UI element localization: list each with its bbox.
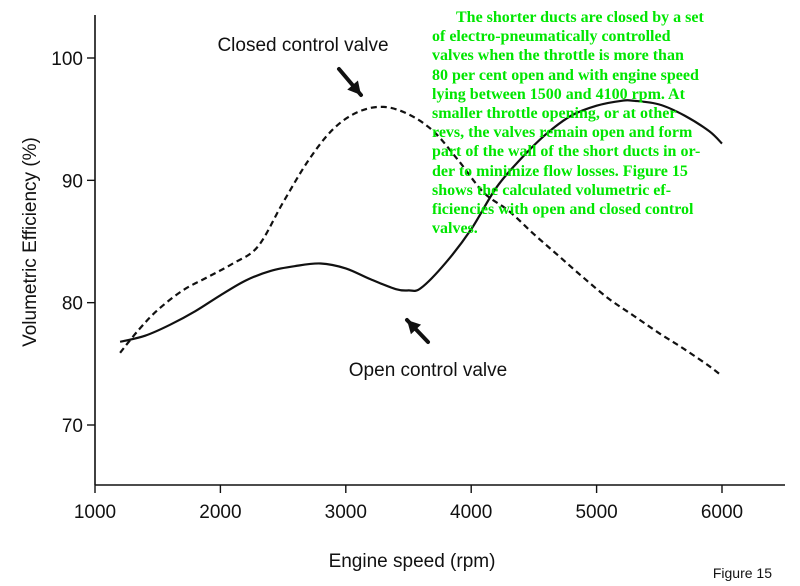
x-tick-label: 3000 bbox=[325, 502, 367, 523]
arrow-head bbox=[407, 320, 422, 335]
overlay-line: valves when the throttle is more than bbox=[432, 47, 684, 65]
y-axis-title: Volumetric Efficiency (%) bbox=[20, 137, 41, 347]
x-axis-title: Engine speed (rpm) bbox=[329, 551, 496, 572]
overlay-line: revs, the valves remain open and form bbox=[432, 124, 693, 142]
arrow-head bbox=[347, 80, 361, 95]
axes: 1000 2000 3000 4000 5000 6000 70 80 90 100 bbox=[51, 15, 785, 523]
y-tick-label: 70 bbox=[62, 416, 83, 437]
annotation-arrows bbox=[337, 67, 430, 344]
y-tick-label: 100 bbox=[51, 49, 83, 70]
open-valve-curve bbox=[119, 99, 723, 343]
overlay-line: lying between 1500 and 4100 rpm. At bbox=[432, 85, 685, 103]
y-tick-label: 80 bbox=[62, 294, 83, 315]
overlay-line: shows the calculated volumetric ef- bbox=[432, 181, 672, 199]
x-tick-label: 6000 bbox=[701, 502, 743, 523]
series-layer bbox=[119, 99, 723, 377]
open-valve-arrow bbox=[405, 318, 430, 344]
overlay-line: valves. bbox=[432, 220, 478, 238]
x-tick-label: 4000 bbox=[450, 502, 492, 523]
overlay-line: The shorter ducts are closed by a set bbox=[456, 9, 704, 26]
overlay-line: der to minimize flow losses. Figure 15 bbox=[432, 162, 688, 180]
figure-caption: Figure 15 bbox=[713, 565, 772, 581]
x-tick-label: 1000 bbox=[74, 502, 116, 523]
overlay-line: smaller throttle opening, or at other bbox=[432, 105, 677, 123]
open-valve-label: Open control valve bbox=[349, 360, 507, 381]
closed-valve-arrow bbox=[337, 67, 363, 97]
closed-valve-curve bbox=[119, 105, 723, 377]
overlay-description: The shorter ducts are closed by a set of… bbox=[432, 8, 792, 238]
overlay-line: part of the wall of the short ducts in o… bbox=[432, 143, 701, 161]
overlay-line: 80 per cent open and with engine speed bbox=[432, 66, 699, 84]
overlay-line: ficiencies with open and closed control bbox=[432, 201, 694, 219]
y-tick-label: 90 bbox=[62, 171, 83, 192]
closed-valve-label: Closed control valve bbox=[217, 35, 388, 56]
x-tick-label: 2000 bbox=[199, 502, 241, 523]
x-tick-label: 5000 bbox=[575, 502, 617, 523]
overlay-line: of electro-pneumatically controlled bbox=[432, 28, 671, 46]
